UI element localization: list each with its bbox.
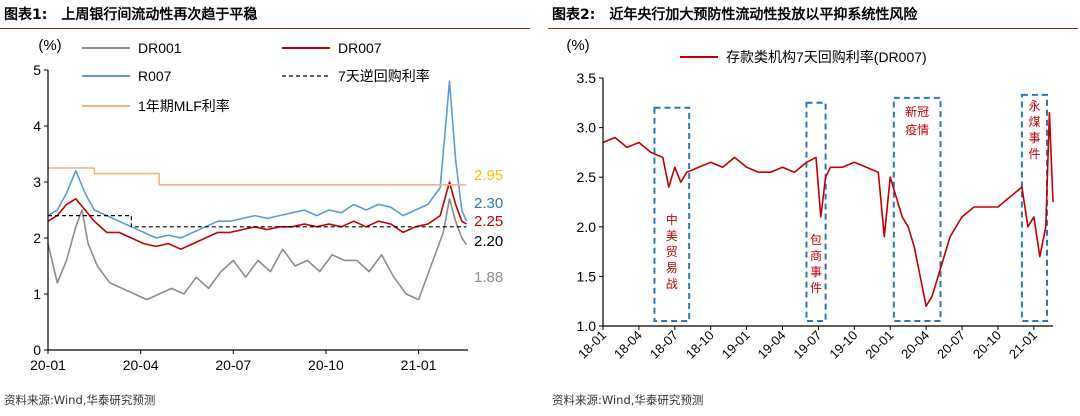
end-value-label: 2.30 (474, 195, 503, 212)
figure-title-text-1: 上周银行间流动性再次趋于平稳 (61, 7, 258, 23)
legend-label: 1年期MLF利率 (138, 98, 230, 114)
chart-panel-2: 图表2: 近年央行加大预防性流动性投放以平抑系统性风险 (%) 1.0 1.5 2.0… (548, 0, 1078, 416)
x-tick-label: 19-04 (755, 328, 789, 362)
x-tick-label: 20-01 (30, 357, 66, 373)
event-box-label-line: 新冠 (905, 104, 929, 119)
source-note-1: 资料来源:Wind,华泰研究预测 (4, 393, 156, 407)
event-box-label-char: 永 (1028, 99, 1040, 113)
series-line-7天逆回购利率 (48, 215, 467, 228)
source-note-2: 资料来源:Wind,华泰研究预测 (552, 393, 704, 407)
y-axis-unit-1: (%) (38, 37, 61, 54)
event-box-label: 新冠疫情 (905, 104, 929, 137)
chart-2: (%) 1.01.52.02.53.03.518-01 18-04 18-07 18-… (566, 37, 1054, 362)
x-tick-label: 21-01 (1006, 328, 1040, 362)
legend-label: R007 (138, 68, 172, 84)
y-tick-label: 4 (33, 118, 41, 134)
x-tick-label: 20-01 (862, 328, 896, 362)
event-box-label-char: 中 (666, 212, 678, 227)
y-tick-label: 1 (33, 286, 41, 302)
event-box-label-char: 易 (666, 261, 678, 275)
x-tick-label: 19-10 (826, 328, 860, 362)
legend-label: 7天逆回购利率 (338, 68, 430, 84)
x-tick-label: 21-01 (401, 357, 437, 373)
y-tick-label: 2 (33, 230, 41, 246)
figure-number-2: 图表2: (552, 7, 596, 23)
event-box-label-char: 包 (810, 233, 822, 247)
end-value-label: 1.88 (474, 269, 503, 286)
y-tick-label: 0 (33, 342, 41, 358)
event-box-label-char: 战 (666, 277, 678, 291)
event-box-label: 包商事件 (810, 233, 822, 295)
event-box-label-char: 商 (810, 248, 822, 263)
end-value-label: 2.95 (474, 167, 503, 184)
x-tick-label: 19-07 (790, 328, 824, 362)
x-tick-label: 18-10 (683, 328, 717, 362)
x-tick-label: 20-04 (123, 357, 159, 373)
x-tick-label: 18-04 (611, 328, 645, 362)
event-box (1020, 93, 1049, 323)
event-box (805, 101, 827, 323)
series-line-DR001 (47, 198, 468, 301)
figure-title-text-2: 近年央行加大预防性流动性投放以平抑系统性风险 (609, 7, 918, 23)
x-tick-label: 20-07 (215, 357, 251, 373)
x-tick-label: 19-01 (719, 328, 753, 362)
figure-number-1: 图表1: (4, 7, 48, 23)
y-tick-label: 3.5 (577, 70, 597, 86)
legend-label: 存款类机构7天回购利率(DR007) (726, 49, 927, 65)
event-box-label-char: 贸 (666, 245, 678, 259)
chart-panel-1: 图表1: 上周银行间流动性再次趋于平稳 (%) 0 1 2 3 4 5 20-01 20-04 2… (0, 0, 530, 416)
y-tick-label: 2.5 (577, 169, 597, 185)
y-tick-label: 1.5 (577, 268, 597, 284)
title-rule-2 (548, 28, 1078, 29)
end-value-label: 2.25 (474, 213, 503, 230)
event-box-label-char: 美 (666, 229, 678, 243)
x-tick-label: 20-04 (898, 328, 932, 362)
event-box (653, 106, 691, 323)
series-line-1年期MLF利率 (48, 167, 467, 186)
figure-title-1: 图表1: 上周银行间流动性再次趋于平稳 (4, 4, 257, 24)
series-line-存款类机构7天回购利率(DR007) (602, 111, 1054, 308)
x-tick-label: 20-10 (970, 328, 1004, 362)
event-box-label-char: 件 (1028, 147, 1040, 161)
y-axis-unit-2: (%) (566, 37, 589, 54)
y-tick-label: 3 (33, 174, 41, 190)
event-box-label-char: 件 (810, 281, 822, 295)
y-tick-label: 3.0 (577, 120, 597, 136)
x-tick-label: 18-07 (647, 328, 681, 362)
y-tick-label: 5 (33, 62, 41, 78)
series-line-R007 (47, 80, 468, 239)
legend-label: DR007 (338, 40, 382, 56)
event-box-label-char: 事 (810, 265, 822, 279)
legend-label: DR001 (138, 40, 182, 56)
x-tick-label: 20-10 (308, 357, 344, 373)
event-box-label-line: 疫情 (905, 122, 929, 137)
event-box (892, 96, 942, 323)
y-tick-label: 1.0 (577, 318, 597, 334)
end-value-label: 2.20 (474, 233, 503, 250)
event-box-label: 中美贸易战 (666, 212, 678, 291)
x-tick-label: 20-07 (934, 328, 968, 362)
event-box-label: 永煤事件 (1028, 99, 1040, 161)
event-box-label-char: 煤 (1028, 115, 1040, 129)
chart-1: (%) 0 1 2 3 4 5 20-01 20-04 20-07 20-10 21-01 DR001… (30, 37, 503, 373)
y-tick-label: 2.0 (577, 219, 597, 235)
event-box-label-char: 事 (1028, 131, 1040, 145)
series-line-DR007 (47, 181, 467, 250)
figure-title-2: 图表2: 近年央行加大预防性流动性投放以平抑系统性风险 (552, 4, 917, 24)
title-rule-1 (0, 28, 530, 29)
